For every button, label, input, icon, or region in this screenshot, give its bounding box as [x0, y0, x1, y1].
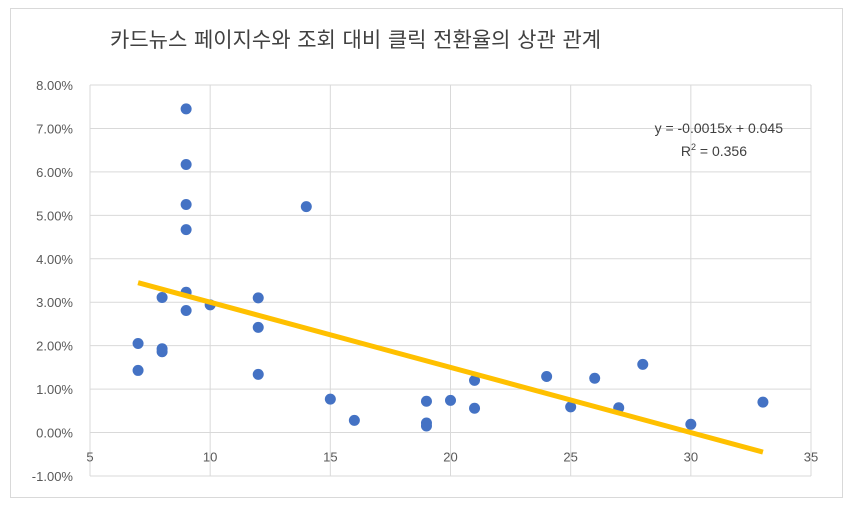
r-squared-value: = 0.356	[696, 143, 747, 159]
data-point	[252, 292, 264, 304]
data-point	[445, 394, 456, 406]
data-point	[420, 395, 432, 407]
data-point	[324, 393, 336, 405]
trendline-equation: y = -0.0015x + 0.045	[655, 120, 784, 136]
data-point	[348, 414, 360, 426]
y-tick-label: 3.00%	[36, 295, 73, 310]
r-squared-superscript: 2	[691, 142, 696, 152]
data-point	[180, 198, 192, 210]
data-point	[156, 346, 168, 358]
data-point	[132, 364, 144, 376]
x-tick-label: 30	[684, 450, 698, 465]
data-point	[180, 159, 192, 171]
data-point	[156, 291, 168, 303]
trendline	[137, 280, 764, 455]
y-tick-label: 4.00%	[36, 252, 73, 267]
y-tick-label: 5.00%	[36, 208, 73, 223]
data-point	[685, 418, 697, 430]
data-point	[132, 337, 144, 349]
grid	[89, 84, 812, 477]
data-point	[252, 321, 264, 333]
trendline-group	[137, 280, 764, 455]
data-point	[180, 224, 192, 236]
x-tick-label: 15	[323, 450, 337, 465]
x-tick-label: 10	[203, 450, 217, 465]
y-tick-label: 6.00%	[36, 165, 73, 180]
data-point	[420, 420, 432, 432]
y-tick-label: 8.00%	[36, 78, 73, 93]
data-point	[637, 358, 649, 370]
chart-frame	[10, 8, 843, 498]
data-point	[541, 371, 553, 383]
tick-labels: -1.00% 0.00% 1.00% 2.00% 3.00% 4.00% 5.00% 6.00…	[32, 78, 818, 484]
x-tick-label: 5	[86, 450, 93, 465]
data-point	[300, 201, 312, 213]
data-point	[589, 372, 601, 384]
x-tick-label: 35	[804, 450, 818, 465]
y-tick-label: 7.00%	[36, 121, 73, 136]
x-tick-label: 25	[563, 450, 577, 465]
data-point	[757, 396, 769, 408]
y-tick-label: -1.00%	[32, 469, 74, 484]
data-point	[469, 374, 481, 386]
data-point	[180, 304, 192, 316]
x-tick-label: 20	[443, 450, 457, 465]
data-point	[252, 368, 264, 380]
y-tick-label: 2.00%	[36, 339, 73, 354]
data-point	[469, 402, 481, 414]
y-tick-label: 1.00%	[36, 382, 73, 397]
data-point	[180, 103, 192, 115]
chart-title: 카드뉴스 페이지수와 조회 대비 클릭 전환율의 상관 관계	[110, 28, 602, 52]
y-tick-label: 0.00%	[36, 426, 73, 441]
data-point	[565, 401, 577, 413]
r-squared-prefix: R	[681, 143, 691, 159]
trendline-r-squared: R2 = 0.356	[681, 142, 747, 159]
